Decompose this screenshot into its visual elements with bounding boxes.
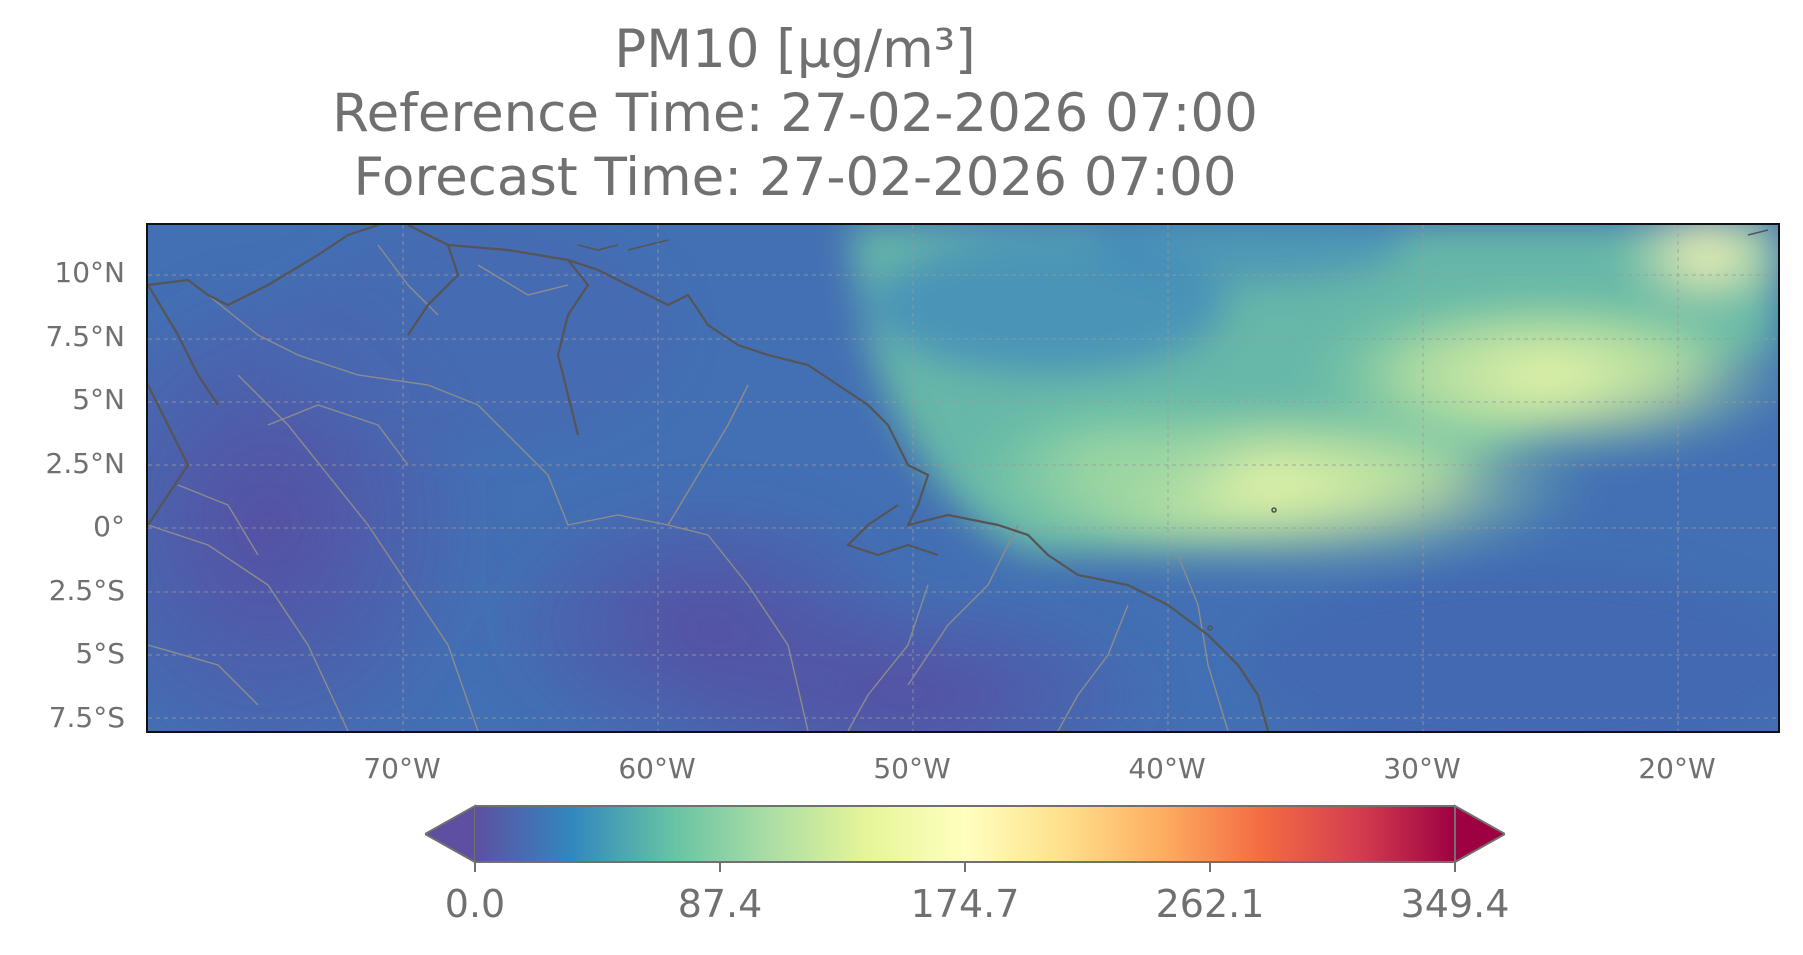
lon-label-50w: 50°W [873, 752, 951, 785]
lat-label-7-5n: 7.5°N [45, 320, 125, 353]
lat-label-2-5s: 2.5°S [48, 574, 125, 607]
country-borders [148, 244, 1229, 731]
islands [577, 229, 1769, 631]
lat-label-5s: 5°S [75, 637, 125, 670]
lat-label-2-5n: 2.5°N [45, 447, 125, 480]
colorbar-extend-max [1454, 804, 1508, 864]
figure-title: PM10 [µg/m³] Reference Time: 27-02-2026 … [0, 18, 1590, 210]
lon-label-20w: 20°W [1638, 752, 1716, 785]
lat-label-7-5s: 7.5°S [48, 701, 125, 734]
colorbar-tick-1: 87.4 [677, 882, 763, 926]
lon-label-70w: 70°W [363, 752, 441, 785]
lat-label-0: 0° [93, 510, 125, 543]
colorbar-graphic [422, 804, 1508, 874]
lon-label-40w: 40°W [1128, 752, 1206, 785]
colorbar-tick-3: 262.1 [1155, 882, 1265, 926]
lat-label-5n: 5°N [72, 383, 125, 416]
title-variable: PM10 [µg/m³] [614, 19, 976, 80]
colorbar-gradient [475, 806, 1455, 862]
coastlines [148, 225, 1270, 731]
title-reference-time: Reference Time: 27-02-2026 07:00 [332, 83, 1258, 144]
lon-label-60w: 60°W [618, 752, 696, 785]
lat-label-10n: 10°N [54, 256, 125, 289]
colorbar [422, 798, 1508, 874]
colorbar-tick-0: 0.0 [444, 882, 506, 926]
pm10-map [148, 225, 1778, 731]
map-panel [146, 223, 1780, 733]
title-forecast-time: Forecast Time: 27-02-2026 07:00 [353, 147, 1237, 208]
colorbar-extend-min [422, 804, 476, 864]
colorbar-tick-2: 174.7 [910, 882, 1020, 926]
lon-label-30w: 30°W [1383, 752, 1461, 785]
colorbar-tick-4: 349.4 [1400, 882, 1510, 926]
